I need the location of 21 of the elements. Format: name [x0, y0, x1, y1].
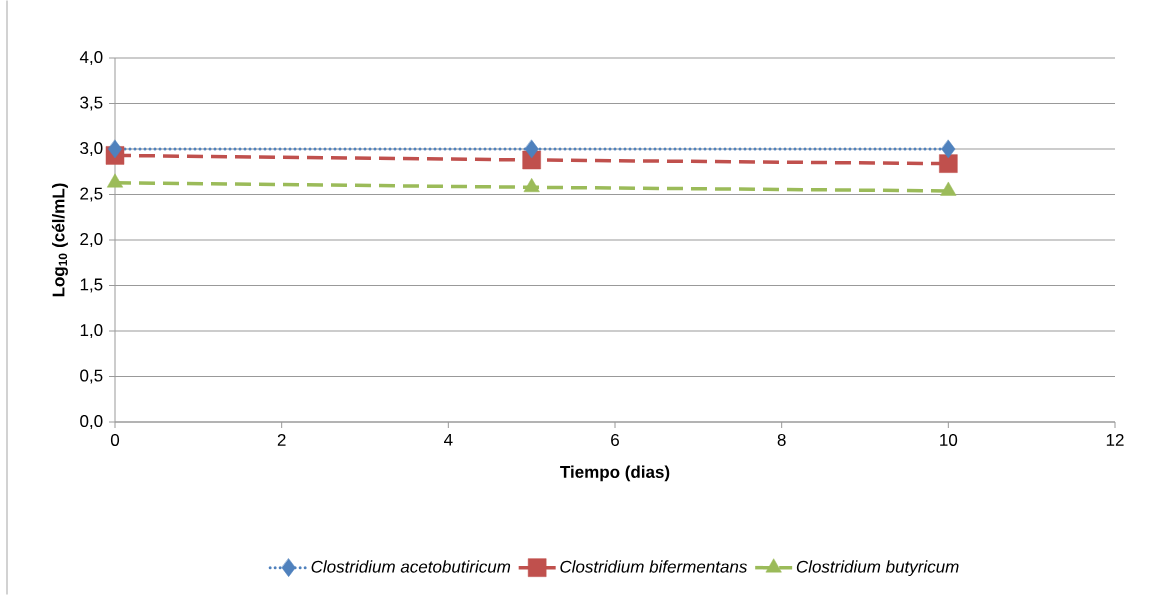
x-tick-label: 10: [940, 433, 958, 446]
y-tick-label: 1,5: [80, 278, 103, 293]
x-tick-label: 12: [1106, 433, 1124, 446]
x-tick-label: 2: [277, 433, 286, 446]
x-tick-label: 6: [611, 433, 619, 446]
y-tick-label: 2,5: [80, 187, 103, 202]
x-tick-label: 0: [110, 433, 120, 446]
legend-label: Clostridium acetobutiricum: [311, 560, 511, 573]
x-tick-label: 8: [777, 433, 786, 446]
x-tick-label: 4: [444, 433, 453, 446]
y-tick-label: 0,0: [80, 415, 103, 430]
legend-label: Clostridium bifermentans: [560, 560, 748, 573]
y-tick-label: 3,5: [80, 96, 103, 111]
y-axis-title: Log$_{10}$ (cél/mL): [51, 183, 68, 297]
y-tick-label: 1,0: [80, 324, 103, 339]
x-axis-title: Tiempo (dias): [560, 465, 670, 482]
y-tick-label: 2,0: [80, 233, 103, 248]
legend-label: Clostridium butyricum: [796, 560, 959, 577]
y-tick-label: 4,0: [79, 51, 103, 66]
y-tick-label: 0,5: [80, 369, 103, 384]
y-tick-label: 3,0: [80, 142, 103, 157]
